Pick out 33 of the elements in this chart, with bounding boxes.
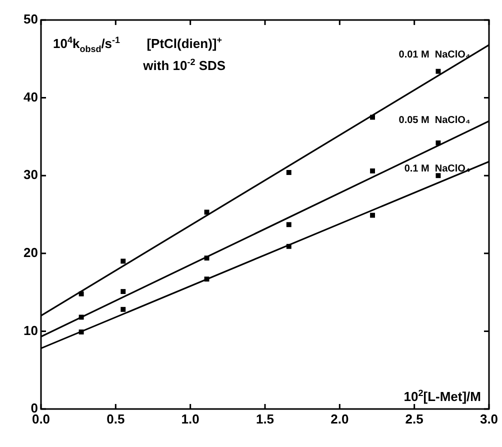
point: [120, 289, 126, 294]
x-tick-label: 0.5: [106, 411, 125, 426]
x-tick-label: 3.0: [480, 411, 498, 426]
point: [370, 168, 375, 174]
x-tick-label: 1.5: [256, 411, 274, 426]
point: [204, 256, 210, 261]
point: [204, 276, 210, 282]
x-tick-label: 2.0: [330, 411, 349, 426]
point: [370, 212, 375, 218]
point: [120, 258, 126, 264]
y-tick-label: 40: [24, 89, 38, 104]
point: [436, 173, 441, 178]
x-tick-label: 2.5: [405, 411, 424, 426]
point: [204, 210, 210, 215]
point: [78, 330, 84, 334]
series-label: 0.01 M NaClO₄: [398, 49, 470, 60]
y-tick-label: 50: [24, 12, 38, 27]
point: [436, 140, 441, 146]
point: [120, 306, 126, 312]
y-tick-label: 30: [24, 167, 38, 182]
point: [286, 170, 292, 175]
point: [436, 68, 441, 74]
legend-label: 0.1 M NaClO₄: [404, 164, 470, 175]
point: [78, 291, 84, 296]
point: [78, 314, 84, 320]
y-tick-label: 10: [24, 322, 38, 338]
point: [286, 222, 292, 228]
point: [370, 114, 375, 120]
x-tick-label: 1.0: [181, 411, 200, 426]
y-tick-label: 20: [24, 244, 38, 260]
point: [286, 244, 292, 249]
text: 0.05 M NaClO₄: [398, 114, 470, 126]
text: [PtCl(dien)]+: [146, 34, 222, 51]
